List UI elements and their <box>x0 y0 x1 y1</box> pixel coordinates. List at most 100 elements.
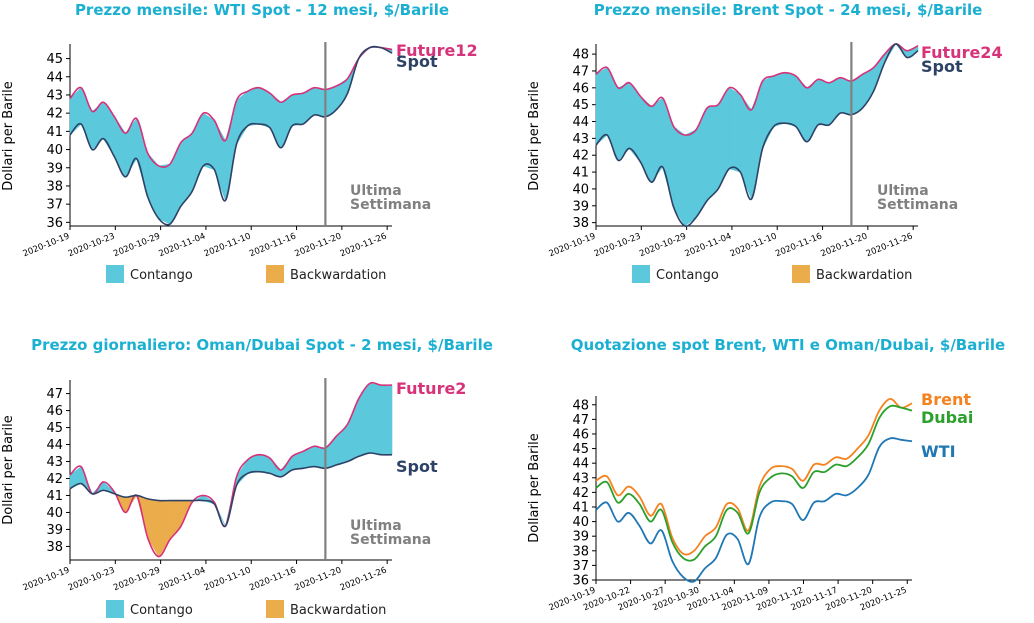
chart-combined-spot: Quotazione spot Brent, WTI e Oman/Dubai,… <box>527 336 1005 613</box>
spread-fill <box>706 104 719 202</box>
series-label-future: Future24 <box>921 43 1003 62</box>
y-tick-label: 39 <box>46 523 63 538</box>
x-tick-label: 2020-11-26 <box>865 232 915 260</box>
y-tick-label: 38 <box>572 216 589 231</box>
x-tick-label: 2020-11-16 <box>248 566 298 594</box>
spread-fill <box>291 92 304 127</box>
chart-oman-dubai: Prezzo giornaliero: Oman/Dubai Spot - 2 … <box>1 336 493 618</box>
legend: Contango Backwardation <box>632 265 912 283</box>
series-line-wti <box>595 437 913 583</box>
spread-fill <box>80 87 93 150</box>
spread-fill <box>795 75 808 143</box>
y-tick-label: 43 <box>572 132 589 147</box>
spread-fill <box>773 72 786 127</box>
series-label-spot: Spot <box>921 57 963 76</box>
y-tick-label: 48 <box>572 398 589 413</box>
x-tick-label: 2020-11-04 <box>683 232 733 260</box>
chart-title: Prezzo mensile: WTI Spot - 12 mesi, $/Ba… <box>75 1 449 19</box>
x-tick-label: 2020-11-04 <box>157 232 207 260</box>
x-tick-label: 2020-10-19 <box>22 232 72 260</box>
spread-fill <box>640 95 652 183</box>
y-tick-label: 46 <box>572 427 589 442</box>
y-tick-label: 41 <box>572 500 589 515</box>
vline-label-line2: Settimana <box>350 532 431 548</box>
spread-fill <box>258 87 271 129</box>
y-tick-label: 42 <box>46 107 63 122</box>
spread-fill <box>728 87 741 173</box>
y-tick-label: 37 <box>46 198 63 213</box>
series-line-future <box>69 45 393 169</box>
x-tick-label: 2020-10-29 <box>638 232 688 260</box>
spread-fill <box>302 445 315 469</box>
y-tick-label: 42 <box>572 486 589 501</box>
spread-fill <box>313 445 326 469</box>
series-label-wti: WTI <box>921 442 956 461</box>
y-tick-label: 41 <box>572 166 589 181</box>
x-tick-label: 2020-10-23 <box>67 232 117 260</box>
y-tick-label: 45 <box>572 98 589 113</box>
y-tick-label: 40 <box>46 506 63 521</box>
spread-fill <box>247 87 260 127</box>
spread-fill <box>695 107 708 219</box>
spread-fill <box>839 77 852 116</box>
series-label-future: Future2 <box>396 379 466 398</box>
y-axis-label: Dollari per Barile <box>527 81 542 190</box>
legend-swatch-backwardation <box>266 600 284 618</box>
x-tick-label: 2020-11-26 <box>339 566 389 594</box>
y-tick-label: 44 <box>572 115 589 130</box>
spread-fill <box>684 129 697 227</box>
legend: Contango Backwardation <box>106 600 386 618</box>
x-tick-label: 2020-10-19 <box>22 566 72 594</box>
spread-fill <box>380 384 393 456</box>
spread-fill <box>158 163 171 225</box>
y-tick-label: 39 <box>572 199 589 214</box>
y-tick-label: 47 <box>46 387 63 402</box>
series-label-future: Future12 <box>396 41 478 60</box>
y-tick-label: 44 <box>46 70 63 85</box>
y-tick-label: 42 <box>46 472 63 487</box>
y-tick-label: 45 <box>46 421 63 436</box>
y-tick-label: 43 <box>46 455 63 470</box>
y-tick-label: 37 <box>572 559 589 574</box>
spread-fill <box>651 97 663 184</box>
chart-title: Prezzo mensile: Brent Spot - 24 mesi, $/… <box>594 1 983 19</box>
legend: Contango Backwardation <box>106 265 386 283</box>
spread-fill <box>662 97 675 208</box>
series-line-dubai <box>595 404 913 562</box>
series-line-future <box>69 381 393 558</box>
vline-label-line1: Ultima <box>350 183 402 199</box>
y-tick-label: 44 <box>572 457 589 472</box>
y-axis-label: Dollari per Barile <box>1 81 16 190</box>
y-tick-label: 45 <box>572 442 589 457</box>
spread-fill <box>762 75 774 149</box>
y-tick-label: 36 <box>572 574 589 589</box>
y-tick-label: 38 <box>46 179 63 194</box>
x-tick-label: 2020-11-20 <box>293 566 343 594</box>
legend-label-contango: Contango <box>130 603 193 618</box>
chart-title: Prezzo giornaliero: Oman/Dubai Spot - 2 … <box>31 336 493 354</box>
legend-swatch-contango <box>106 600 124 618</box>
spread-fill <box>91 101 104 151</box>
spread-fill <box>313 87 326 118</box>
spread-fill <box>236 90 248 146</box>
y-tick-label: 40 <box>572 515 589 530</box>
spread-fill <box>158 500 171 558</box>
x-tick-label: 2020-10-29 <box>112 232 162 260</box>
spread-fill <box>325 435 337 469</box>
y-tick-label: 42 <box>572 149 589 164</box>
vline-label-line2: Settimana <box>877 197 958 213</box>
y-tick-label: 36 <box>46 216 63 231</box>
y-tick-label: 40 <box>572 182 589 197</box>
vline-label-line2: Settimana <box>350 197 431 213</box>
plot-area: 38394041424344454647482020-10-192020-10-… <box>548 42 919 260</box>
x-tick-label: 2020-10-29 <box>112 566 162 594</box>
vline-label-line1: Ultima <box>877 183 929 199</box>
legend-label-backwardation: Backwardation <box>816 268 912 283</box>
y-axis-label: Dollari per Barile <box>1 415 16 524</box>
plot-area: 363738394041424344454647482020-10-192020… <box>548 396 913 613</box>
legend-label-backwardation: Backwardation <box>290 603 386 618</box>
series-label-dubai: Dubai <box>921 408 973 427</box>
chart-wti: Prezzo mensile: WTI Spot - 12 mesi, $/Ba… <box>1 1 478 283</box>
x-tick-label: 2020-10-23 <box>67 566 117 594</box>
